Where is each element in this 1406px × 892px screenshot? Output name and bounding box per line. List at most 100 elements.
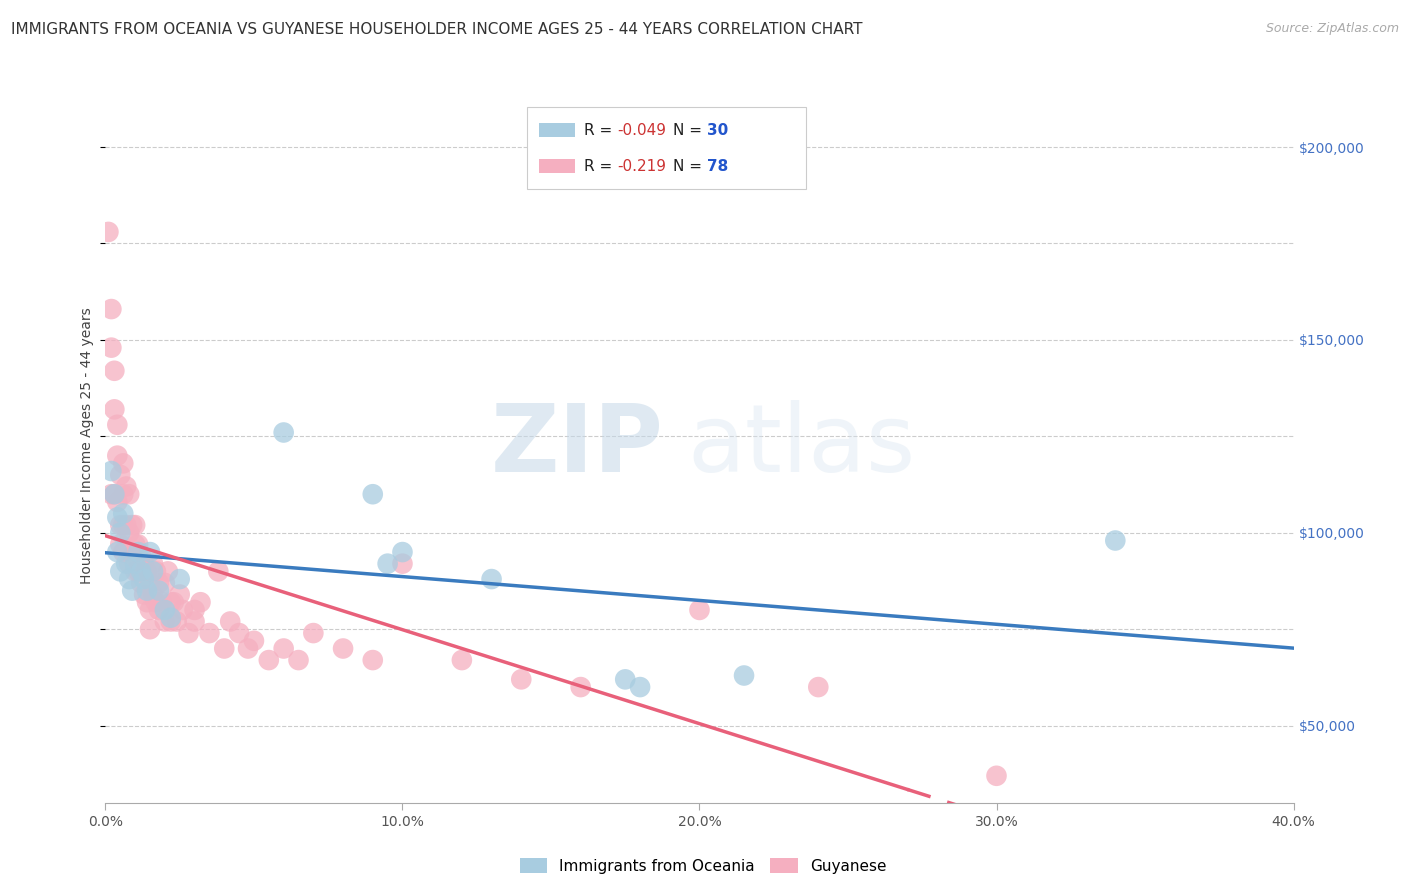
Point [136, 583, 159, 598]
Point [183, 603, 205, 617]
Text: R =: R = [585, 122, 617, 137]
Point [139, 545, 162, 559]
Point [127, 545, 149, 559]
Point [169, 572, 191, 586]
Point [118, 557, 141, 571]
Point [115, 557, 138, 571]
Point [569, 680, 592, 694]
Point [127, 565, 149, 579]
Point [103, 487, 125, 501]
Point [1104, 533, 1126, 548]
Point [228, 626, 250, 640]
Point [807, 680, 830, 694]
Point [129, 565, 152, 579]
Point [124, 557, 146, 571]
Point [110, 537, 132, 551]
Point [103, 402, 125, 417]
Point [153, 615, 176, 629]
Text: atlas: atlas [688, 400, 915, 492]
Point [112, 507, 135, 521]
Text: R =: R = [585, 159, 617, 174]
Point [105, 495, 128, 509]
Point [103, 487, 125, 501]
Point [118, 572, 141, 586]
Point [332, 641, 354, 656]
Point [163, 595, 186, 609]
Point [124, 518, 146, 533]
Point [142, 565, 165, 579]
Point [169, 587, 191, 601]
Point [136, 565, 159, 579]
Point [132, 557, 155, 571]
Point [257, 653, 280, 667]
Point [110, 467, 132, 482]
Point [159, 595, 181, 609]
Point [118, 487, 141, 501]
Point [689, 603, 711, 617]
Point [97, 225, 120, 239]
Point [129, 576, 152, 591]
Point [124, 537, 146, 551]
Point [214, 641, 236, 656]
FancyBboxPatch shape [538, 123, 575, 137]
Point [105, 545, 128, 559]
Point [112, 518, 135, 533]
Point [198, 626, 221, 640]
Legend: Immigrants from Oceania, Guyanese: Immigrants from Oceania, Guyanese [513, 852, 893, 880]
Point [127, 537, 149, 551]
FancyBboxPatch shape [538, 159, 575, 173]
Point [115, 479, 138, 493]
Text: IMMIGRANTS FROM OCEANIA VS GUYANESE HOUSEHOLDER INCOME AGES 25 - 44 YEARS CORREL: IMMIGRANTS FROM OCEANIA VS GUYANESE HOUS… [11, 22, 863, 37]
Point [121, 549, 143, 563]
Point [142, 557, 165, 571]
Point [148, 603, 170, 617]
Point [110, 525, 132, 540]
Text: Source: ZipAtlas.com: Source: ZipAtlas.com [1265, 22, 1399, 36]
Point [159, 610, 181, 624]
Text: N =: N = [673, 159, 707, 174]
Point [139, 603, 162, 617]
Point [105, 510, 128, 524]
Point [136, 595, 159, 609]
Point [510, 673, 533, 687]
Point [628, 680, 651, 694]
Point [105, 417, 128, 432]
Point [614, 673, 637, 687]
Point [391, 557, 413, 571]
Point [124, 565, 146, 579]
Point [103, 364, 125, 378]
Point [150, 595, 173, 609]
Point [273, 641, 295, 656]
Point [156, 565, 179, 579]
Text: N =: N = [673, 122, 707, 137]
Point [142, 587, 165, 601]
Point [148, 583, 170, 598]
Point [236, 641, 259, 656]
Point [148, 576, 170, 591]
Point [145, 565, 167, 579]
Point [302, 626, 325, 640]
Point [145, 595, 167, 609]
Point [219, 615, 242, 629]
Point [153, 576, 176, 591]
Point [391, 545, 413, 559]
Point [110, 518, 132, 533]
Point [159, 615, 181, 629]
Point [733, 668, 755, 682]
Text: ZIP: ZIP [491, 400, 664, 492]
Point [243, 633, 266, 648]
Point [100, 464, 122, 478]
FancyBboxPatch shape [527, 107, 807, 189]
Point [118, 525, 141, 540]
Point [172, 603, 194, 617]
Point [110, 565, 132, 579]
Point [177, 626, 200, 640]
Point [183, 615, 205, 629]
Point [112, 456, 135, 470]
Point [481, 572, 503, 586]
Point [132, 587, 155, 601]
Point [100, 487, 122, 501]
Text: -0.219: -0.219 [617, 159, 666, 174]
Point [207, 565, 229, 579]
Point [153, 603, 176, 617]
